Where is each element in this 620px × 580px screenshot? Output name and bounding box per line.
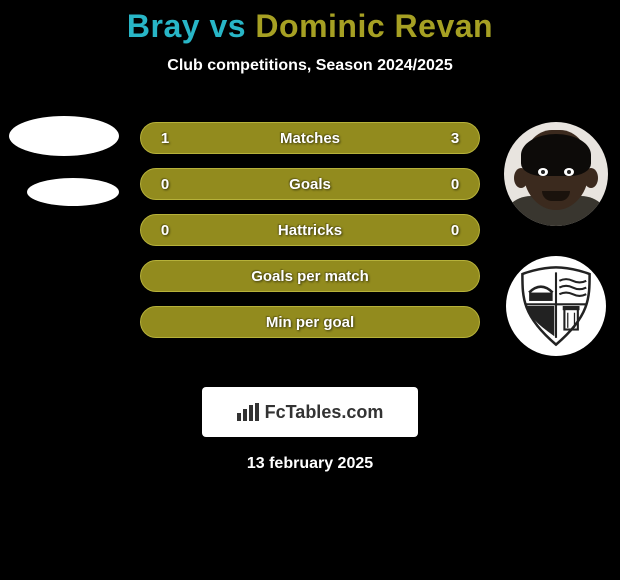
player-face-icon <box>504 122 608 226</box>
subtitle: Club competitions, Season 2024/2025 <box>0 57 620 75</box>
stat-row: Min per goal <box>140 306 480 338</box>
date-label: 13 february 2025 <box>0 455 620 473</box>
stat-value-right: 0 <box>445 176 465 193</box>
title-player1: Bray <box>127 8 200 44</box>
stat-value-left: 0 <box>155 176 175 193</box>
player2-photo <box>504 122 608 226</box>
player1-club-placeholder <box>27 178 119 206</box>
stat-value-right: 3 <box>445 130 465 147</box>
stat-value-left: 0 <box>155 222 175 239</box>
stat-row: Goals per match <box>140 260 480 292</box>
stat-row: 0 Hattricks 0 <box>140 214 480 246</box>
stats-list: 1 Matches 3 0 Goals 0 0 Hattricks 0 Goals per mat… <box>140 122 480 338</box>
player1-photo-placeholder <box>9 116 119 156</box>
stat-label: Goals per match <box>251 268 369 285</box>
stat-row: 1 Matches 3 <box>140 122 480 154</box>
stat-label: Goals <box>289 176 331 193</box>
logo-text: FcTables.com <box>265 402 384 423</box>
stat-label: Hattricks <box>278 222 342 239</box>
bars-icon <box>237 403 259 421</box>
stat-label: Min per goal <box>266 314 354 331</box>
stat-label: Matches <box>280 130 340 147</box>
stat-value-left: 1 <box>155 130 175 147</box>
player2-club-badge <box>506 256 606 356</box>
shield-icon <box>514 264 598 348</box>
page-title: Bray vs Dominic Revan <box>0 8 620 45</box>
title-vs: vs <box>200 8 255 44</box>
stat-value-right: 0 <box>445 222 465 239</box>
title-player2: Dominic Revan <box>255 8 493 44</box>
fctables-logo[interactable]: FcTables.com <box>202 387 418 437</box>
stat-row: 0 Goals 0 <box>140 168 480 200</box>
